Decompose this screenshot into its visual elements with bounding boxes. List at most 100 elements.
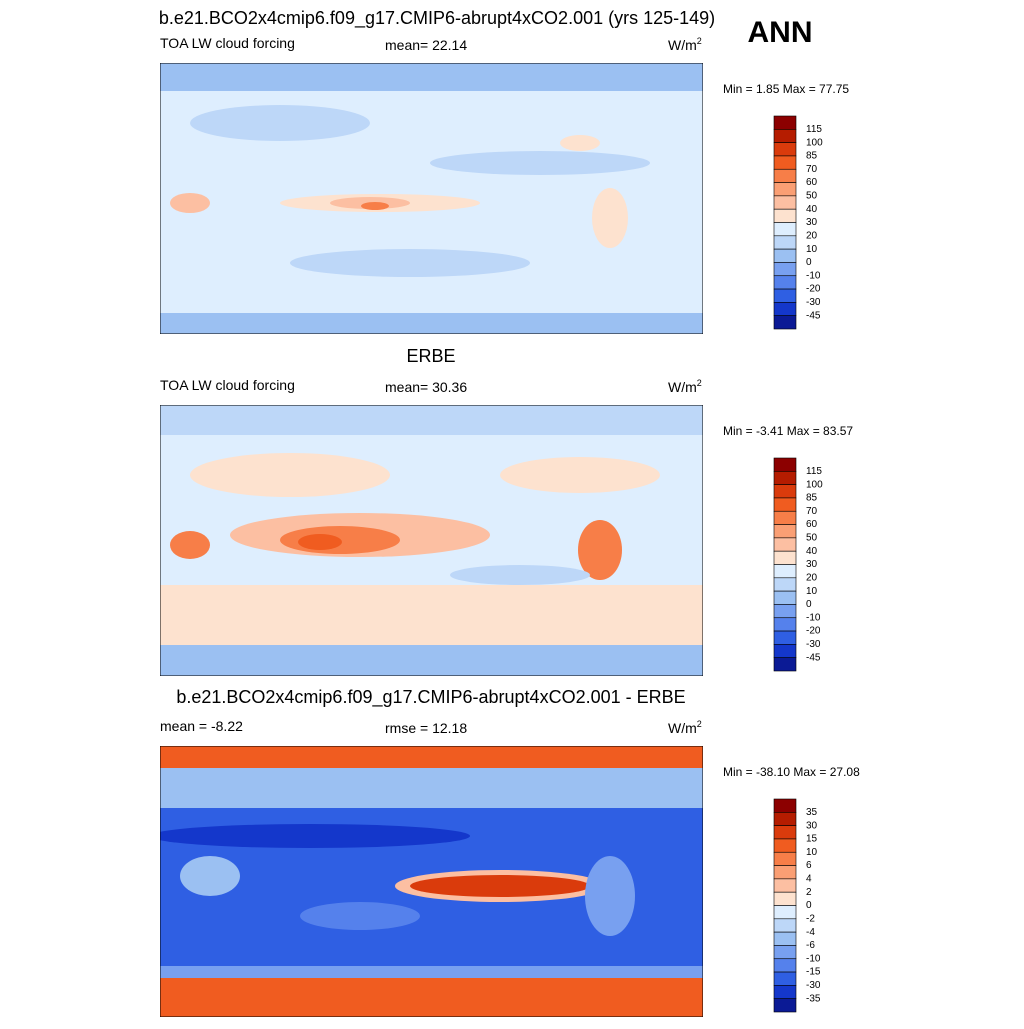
colorbar-label: 40 [806,204,818,215]
colorbar-box [773,275,797,290]
colorbar-label: 100 [806,137,823,148]
colorbar-box [773,550,797,565]
colorbar-box [773,878,797,893]
colorbar-label: 35 [806,807,818,818]
colorbar-label: 70 [806,164,818,175]
colorbar-box [773,564,797,579]
season-label: ANN [748,16,813,49]
colorbar-box [773,288,797,303]
min-max: Min = -3.41 Max = 83.57 [723,424,853,438]
colorbar-box [773,302,797,316]
colorbar-box [773,222,797,237]
colorbar-box [773,971,797,986]
colorbar-box [773,998,797,1013]
colorbar-label: 6 [806,860,812,871]
colorbar-box [773,985,797,999]
colorbar-box [773,537,797,552]
colorbar-label: -45 [806,652,821,663]
figure-title: b.e21.BCO2x4cmip6.f09_g17.CMIP6-abrupt4x… [159,8,715,29]
colorbar-box [773,865,797,880]
colorbar-box [773,497,797,512]
colorbar-box [773,129,797,143]
colorbar-box [773,484,797,499]
colorbar-label: 85 [806,493,818,504]
colorbar-box [773,142,797,157]
colorbar-label: 115 [806,466,822,477]
units-sup: 2 [697,36,702,46]
colorbar-box [773,812,797,826]
center-label: rmse = 12.18 [385,720,467,736]
colorbar-label: -10 [806,953,821,964]
colorbar-box [773,905,797,920]
colorbar-label: -10 [806,612,821,623]
colorbar-box [773,248,797,263]
min-max: Min = 1.85 Max = 77.75 [723,82,849,96]
colorbar-box [773,617,797,632]
colorbar-label: 10 [806,847,818,858]
colorbar-box [773,168,797,183]
units-sup: 2 [697,378,702,388]
colorbar-label: -10 [806,270,821,281]
colorbar-label: -35 [806,993,821,1004]
map-2 [160,405,703,676]
colorbar-label: -30 [806,297,821,308]
units-base: W/m [668,37,697,53]
left-label: TOA LW cloud forcing [160,35,295,51]
colorbar-box [773,115,797,130]
units-label: W/m2 [668,378,702,395]
colorbar-label: 4 [806,874,812,885]
colorbar-box [773,918,797,933]
colorbar-box [773,630,797,645]
colorbar-box [773,155,797,170]
left-label: mean = -8.22 [160,718,243,734]
colorbar-box [773,945,797,960]
colorbar-label: -4 [806,927,815,938]
map-1 [160,63,703,334]
left-label: TOA LW cloud forcing [160,377,295,393]
colorbar-label: 20 [806,572,818,583]
colorbar-label: -6 [806,940,815,951]
colorbar-label: -15 [806,967,821,978]
center-label: mean= 22.14 [385,37,467,53]
colorbar-label: 50 [806,191,818,202]
panel-title: ERBE [406,346,455,366]
colorbar-box [773,958,797,973]
colorbar-label: 2 [806,887,812,898]
colorbar-label: -2 [806,913,815,924]
colorbar-box [773,604,797,619]
colorbar-label: 70 [806,506,818,517]
colorbar-label: -30 [806,639,821,650]
colorbar-label: 10 [806,586,818,597]
colorbar-label: 0 [806,257,812,268]
colorbar-label: 15 [806,834,818,845]
colorbar-label: 115 [806,124,822,135]
min-max: Min = -38.10 Max = 27.08 [723,765,860,779]
colorbar-label: -20 [806,284,821,295]
colorbar-box [773,262,797,277]
units-base: W/m [668,379,697,395]
colorbar-label: 60 [806,177,818,188]
colorbar-box [773,590,797,605]
colorbar-box [773,471,797,485]
colorbar-label: 50 [806,533,818,544]
colorbar-label: -30 [806,980,821,991]
colorbar-box [773,825,797,840]
units-label: W/m2 [668,36,702,53]
colorbar-label: 40 [806,546,818,557]
colorbar-label: 30 [806,217,818,228]
units-sup: 2 [697,719,702,729]
colorbar-box [773,657,797,672]
units-base: W/m [668,720,697,736]
colorbar-box [773,182,797,197]
colorbar-box [773,510,797,525]
center-label: mean= 30.36 [385,379,467,395]
colorbar-label: 10 [806,244,818,255]
colorbar-box [773,644,797,658]
colorbar-label: 100 [806,479,823,490]
colorbar-box [773,798,797,813]
colorbar-label: -45 [806,310,821,321]
colorbar-box [773,891,797,906]
colorbar-box [773,577,797,592]
